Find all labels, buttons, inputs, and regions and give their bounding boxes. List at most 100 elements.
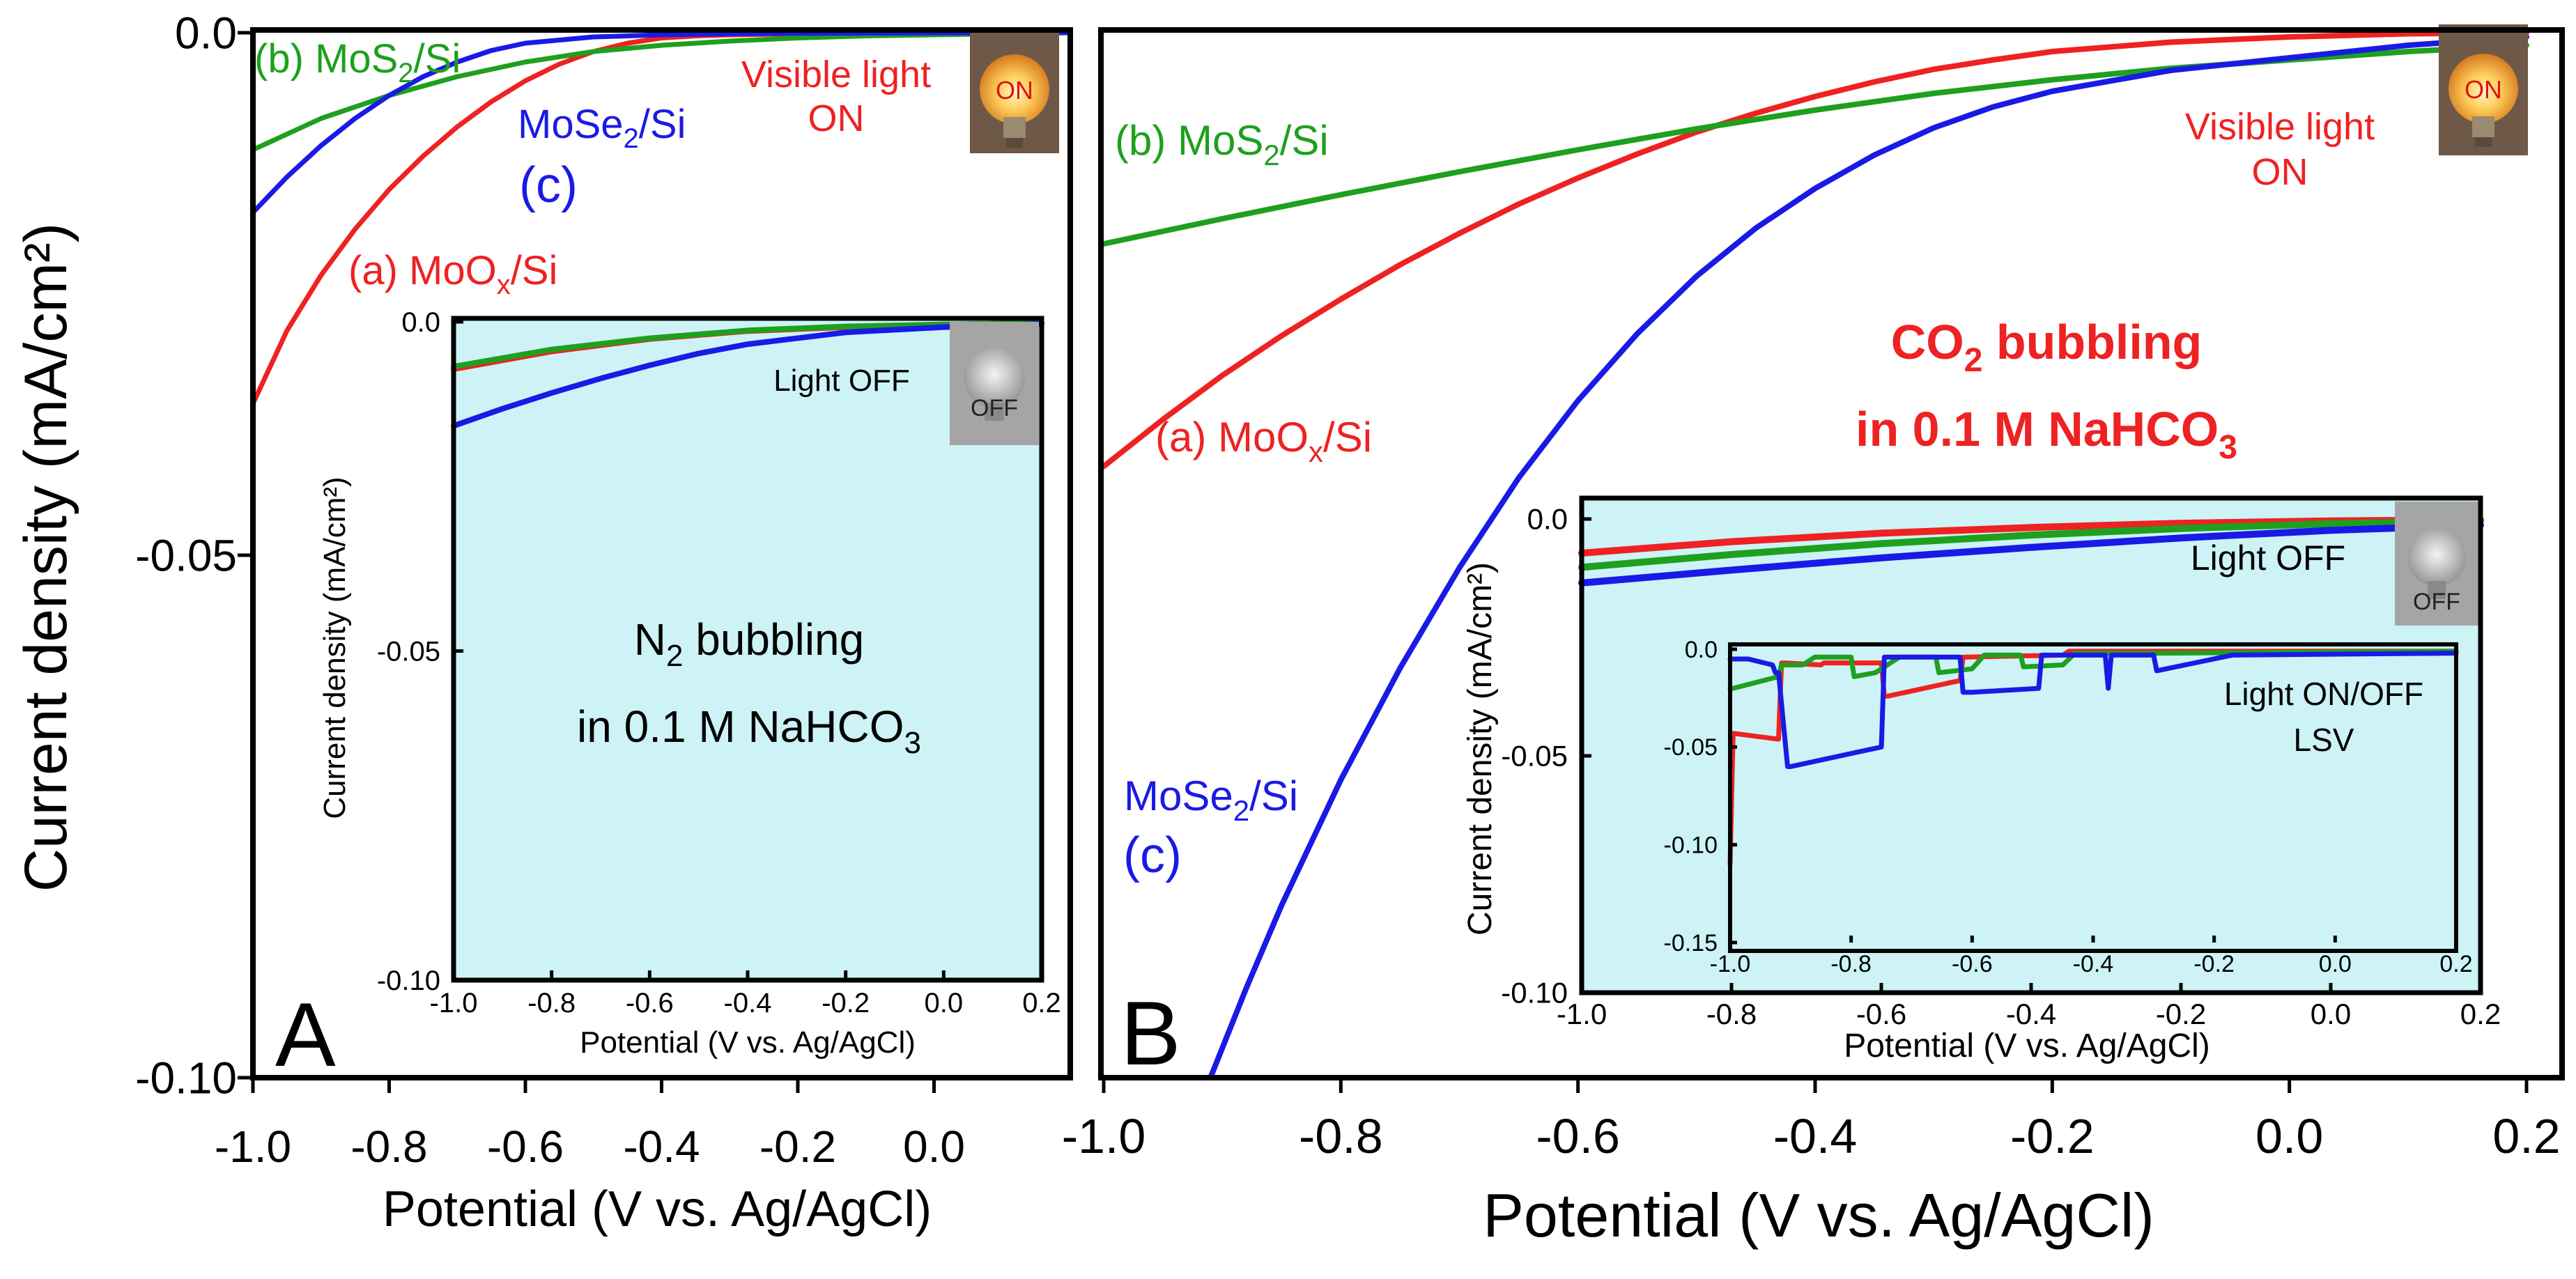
panel-b-sub-inset-x-ticks: -1.0 -0.8 -0.6 -0.4 -0.2 0.0 0.2 <box>1710 936 2473 977</box>
panel-a-x-tick-label: -0.4 <box>623 1122 700 1172</box>
panel-b-x-tick-label: -1.0 <box>1062 1109 1146 1163</box>
panel-a-inset-series-mose2-line <box>451 320 1044 429</box>
panel-b-annotation-2: in 0.1 M NaHCO3 <box>1856 402 2237 466</box>
panel-b-x-tick-label: -0.6 <box>1536 1109 1620 1163</box>
panel-a-series-mose2-line <box>250 30 1073 215</box>
panel-b-sub-inset-x-tick-label: -0.6 <box>1952 951 1993 977</box>
panel-b-light-label-2: ON <box>2252 151 2308 193</box>
panel-a-x-ticks: -1.0 -0.8 -0.6 -0.4 -0.2 0.0 <box>215 1078 965 1172</box>
panel-a-label-moox: (a) MoOx/Si <box>348 248 557 300</box>
svg-text:ON: ON <box>996 76 1033 104</box>
panel-b-sub-inset-x-tick-label: 0.2 <box>2439 951 2472 977</box>
panel-b-sub-inset-y-ticks: 0.0 -0.05 -0.10 -0.15 <box>1664 637 1737 956</box>
panel-b-label-moox: (a) MoOx/Si <box>1155 414 1372 468</box>
panel-b-sub-inset-curves <box>1727 649 2459 867</box>
panel-b-light-label-1: Visible light <box>2185 106 2375 148</box>
panel-b-label-mos2: (b) MoS2/Si <box>1115 117 1329 171</box>
panel-b-sub-inset-y-tick-label: -0.15 <box>1664 930 1718 956</box>
panel-b-annotation-1: CO2 bubbling <box>1891 315 2203 379</box>
panel-a-y-tick-label: 0.0 <box>175 8 237 58</box>
panel-b-frame <box>1098 27 2565 1080</box>
panel-b-inset-x-tick-label: -0.8 <box>1706 998 1757 1030</box>
panel-b-inset-xlabel: Potential (V vs. Ag/AgCl) <box>1844 1028 2210 1064</box>
panel-a-inset-x-tick-label: 0.2 <box>1022 988 1061 1018</box>
light-bulb-off-icon: OFF <box>950 322 1039 445</box>
panel-a-inset-x-tick-label: -0.4 <box>724 988 772 1018</box>
panel-a-letter: A <box>275 984 336 1085</box>
svg-text:ON: ON <box>2465 75 2502 104</box>
panel-b-sub-inset-x-tick-label: -1.0 <box>1710 951 1751 977</box>
panel-a-curves <box>250 30 1073 406</box>
panel-a-inset-y-tick-label: -0.05 <box>377 637 440 667</box>
panel-a-inset-annotation-2: in 0.1 M NaHCO3 <box>577 701 921 760</box>
panel-b-inset-x-tick-label: 0.0 <box>2311 998 2351 1030</box>
panel-a-inset-x-tick-label: 0.0 <box>925 988 964 1018</box>
panel-b-inset-x-tick-label: -0.4 <box>2006 998 2056 1030</box>
panel-b-sub-inset-x-tick-label: 0.0 <box>2319 951 2352 977</box>
panel-a-y-ticks: 0.0 -0.05 -0.10 <box>135 8 253 1103</box>
panel-a-inset-y-ticks: 0.0 -0.05 -0.10 <box>377 307 463 996</box>
panel-b: -1.0 -0.8 -0.6 -0.4 -0.2 0.0 0.2 Potential (V … <box>1062 24 2565 1250</box>
panel-b-series-moox-line <box>1101 30 2529 470</box>
panel-b-x-tick-label: -0.2 <box>2010 1109 2095 1163</box>
panel-b-series-mose2-line <box>1208 34 2529 1080</box>
panel-b-sub-inset-x-tick-label: -0.2 <box>2193 951 2235 977</box>
light-bulb-off-icon: OFF <box>2395 502 2478 626</box>
panel-b-x-tick-label: 0.0 <box>2255 1109 2323 1163</box>
panel-b-inset-x-tick-label: -1.0 <box>1557 998 1607 1030</box>
panel-b-x-tick-label: -0.4 <box>1773 1109 1858 1163</box>
panel-b-letter: B <box>1120 982 1181 1084</box>
panel-a-light-label-2: ON <box>808 98 865 139</box>
panel-a-label-mos2: (b) MoS2/Si <box>254 36 461 88</box>
panel-b-sub-inset-label-2: LSV <box>2294 722 2354 758</box>
panel-b-inset-y-tick-label: -0.10 <box>1501 977 1568 1009</box>
panel-a-label-mose2-c: (c) <box>519 157 578 213</box>
panel-a-inset-x-tick-label: -1.0 <box>430 988 478 1018</box>
panel-a-label-mose2: MoSe2/Si <box>518 102 686 154</box>
panel-a-inset-y-tick-label: 0.0 <box>401 307 440 338</box>
panel-a-frame <box>250 27 1073 1080</box>
panel-a-inset-x-ticks: -1.0 -0.8 -0.6 -0.4 -0.2 0.0 0.2 <box>430 970 1061 1018</box>
panel-a-light-label-1: Visible light <box>741 54 931 95</box>
panel-b-inset-light-off: Light OFF <box>2191 538 2345 578</box>
panel-a-inset-x-tick-label: -0.6 <box>626 988 674 1018</box>
panel-a-inset-x-tick-label: -0.8 <box>527 988 576 1018</box>
panel-b-sub-inset-x-tick-label: -0.8 <box>1830 951 1872 977</box>
panel-b-label-mose2: MoSe2/Si <box>1124 773 1298 827</box>
panel-a-inset-ylabel: Current density (mA/cm²) <box>318 476 352 819</box>
panel-a-y-tick-label: -0.05 <box>135 530 237 580</box>
panel-b-inset-series-mos2-line <box>1578 518 2484 571</box>
panel-a-x-tick-label: -0.2 <box>759 1122 836 1172</box>
panel-b-x-tick-label: 0.2 <box>2492 1109 2560 1163</box>
panel-b-sub-inset-y-tick-label: -0.05 <box>1664 734 1718 761</box>
svg-text:OFF: OFF <box>971 395 1018 421</box>
panel-a-ylabel: Current density (mA/cm²) <box>13 223 79 892</box>
panel-b-x-ticks: -1.0 -0.8 -0.6 -0.4 -0.2 0.0 0.2 <box>1062 1078 2561 1163</box>
panel-b-inset-series-mose2-line <box>1578 521 2484 587</box>
panel-b-inset-curves <box>1578 516 2484 587</box>
panel-b-curves <box>1101 30 2529 1080</box>
light-bulb-on-icon: ON <box>2439 24 2528 155</box>
panel-a-x-tick-label: -1.0 <box>215 1122 291 1172</box>
panel-a-inset-xlabel: Potential (V vs. Ag/AgCl) <box>580 1025 916 1060</box>
panel-a-y-tick-label: -0.10 <box>135 1053 237 1103</box>
panel-b-x-tick-label: -0.8 <box>1299 1109 1383 1163</box>
panel-a-inset-y-tick-label: -0.10 <box>377 966 440 996</box>
panel-b-sub-inset-y-tick-label: -0.10 <box>1664 832 1718 859</box>
panel-b-inset-y-ticks: 0.0 -0.05 -0.10 <box>1501 503 1591 1009</box>
panel-b-sub-inset-series-mose2-line <box>1727 651 2459 769</box>
light-bulb-on-icon: ON <box>970 28 1059 153</box>
panel-b-sub-inset-label-1: Light ON/OFF <box>2224 676 2423 712</box>
panel-b-inset-x-tick-label: -0.2 <box>2156 998 2206 1030</box>
panel-b-inset-ylabel: Current density (mA/cm²) <box>1462 562 1499 936</box>
panel-b-inset-x-tick-label: -0.6 <box>1856 998 1906 1030</box>
panel-a-x-tick-label: -0.6 <box>487 1122 564 1172</box>
panel-b-inset-y-tick-label: 0.0 <box>1527 503 1568 536</box>
panel-a-inset-light-off: Light OFF <box>773 364 910 398</box>
panel-b-sub-inset-x-tick-label: -0.4 <box>2073 951 2114 977</box>
svg-text:OFF: OFF <box>2413 589 2460 615</box>
panel-b-label-mose2-c: (c) <box>1123 828 1182 883</box>
panel-b-inset: OFF 0.0-0.05-0.10 -1.0 -0.8 -0.6 -0.4 -0.2 0.… <box>1462 495 2501 1064</box>
panel-a-inset: 0.0 -0.05 -0.10 -1.0 -0.8 -0.6 -0.4 -0.2 0.0 0.2… <box>318 307 1061 1060</box>
